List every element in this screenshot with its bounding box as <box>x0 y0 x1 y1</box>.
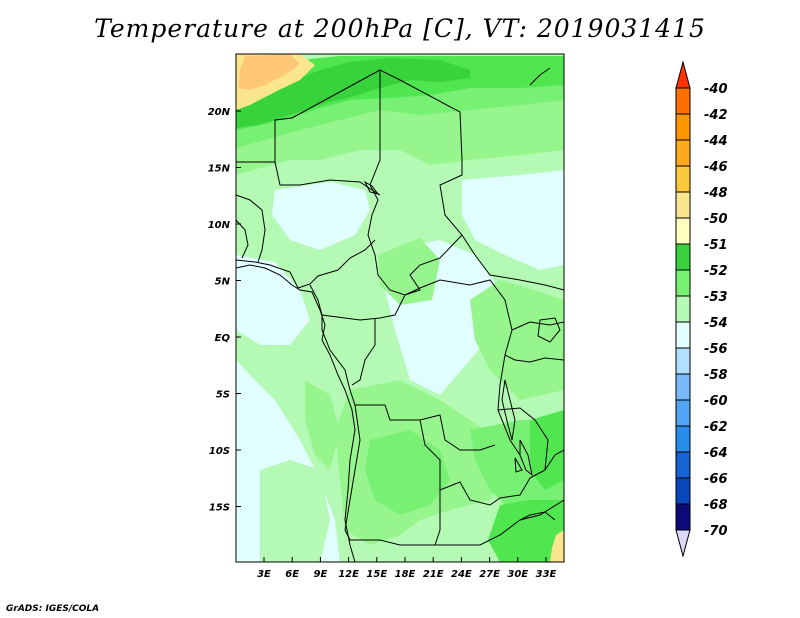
colorbar-label: -66 <box>704 472 728 487</box>
map-frame <box>235 53 565 563</box>
colorbar-swatch <box>675 295 691 323</box>
colorbar-swatch <box>675 269 691 297</box>
green-patch-west-coast <box>305 380 340 470</box>
colorbar-label: -70 <box>704 524 728 539</box>
colorbar: -40 -42 -44 -46 -48 -50 -51 -52 -53 -54 -56 -58 -60 -… <box>675 60 728 558</box>
colorbar-swatch <box>675 87 691 115</box>
colorbar-top-arrow <box>675 60 691 89</box>
lon-tick-label: 24E <box>451 569 472 580</box>
map-title: Temperature at 200hPa [C], VT: 201903141… <box>94 14 706 43</box>
lon-tick-label: 15E <box>366 569 387 580</box>
lon-tick-label: 6E <box>285 569 299 580</box>
colorbar-swatch <box>675 113 691 141</box>
lat-tick-label: 5S <box>216 390 230 401</box>
colorbar-swatch <box>675 321 691 349</box>
lon-tick-label: 30E <box>507 569 528 580</box>
green-patch-east <box>470 280 564 400</box>
green-patch-south <box>365 430 450 515</box>
pale-green-southwest <box>260 460 330 562</box>
colorbar-swatch <box>675 477 691 505</box>
colorbar-swatch <box>675 373 691 401</box>
lat-tick-label: EQ <box>215 333 231 344</box>
colorbar-label: -58 <box>704 368 728 383</box>
lon-tick-label: 18E <box>395 569 416 580</box>
colorbar-label: -44 <box>704 134 728 149</box>
dark-green-north <box>236 58 470 128</box>
colorbar-swatch <box>675 191 691 219</box>
map-area <box>236 54 564 562</box>
coastline <box>236 264 356 562</box>
colorbar-swatch <box>675 503 691 531</box>
country-borders <box>236 67 564 546</box>
colorbar-label: -54 <box>704 316 728 331</box>
lat-tick-label: 10N <box>208 220 231 231</box>
lat-tick-label: 5N <box>215 277 231 288</box>
colorbar-swatch <box>675 451 691 479</box>
lat-tick-label: 15S <box>209 503 230 514</box>
colorbar-label: -52 <box>704 264 728 279</box>
colorbar-swatch <box>675 139 691 167</box>
lat-tick-label: 10S <box>209 446 230 457</box>
colorbar-swatch <box>675 217 691 245</box>
cyan-region-north <box>272 182 370 250</box>
lat-tick-label: 20N <box>208 107 231 118</box>
colorbar-swatch <box>675 399 691 427</box>
lon-tick-label: 21E <box>423 569 444 580</box>
colorbar-label: -56 <box>704 342 728 357</box>
orange-patch-northwest <box>238 54 300 90</box>
colorbar-label: -50 <box>704 212 728 227</box>
colorbar-swatch <box>675 425 691 453</box>
grads-credit: GrADS: IGES/COLA <box>6 604 100 614</box>
lon-tick-label: 27E <box>479 569 500 580</box>
colorbar-label: -62 <box>704 420 728 435</box>
latitude-ticks: 20N 15N 10N 5N EQ 5S 10S 15S <box>208 107 241 514</box>
cyan-region-east <box>462 170 564 270</box>
colorbar-bottom-arrow <box>675 529 691 558</box>
colorbar-label: -40 <box>704 82 728 97</box>
colorbar-swatch <box>675 165 691 193</box>
lon-tick-label: 9E <box>314 569 328 580</box>
cyan-region-west <box>236 255 310 345</box>
colorbar-swatch <box>675 243 691 271</box>
lon-tick-label: 3E <box>257 569 271 580</box>
lon-tick-label: 33E <box>536 569 557 580</box>
colorbar-label: -48 <box>704 186 728 201</box>
colorbar-label: -46 <box>704 160 728 175</box>
east-african-lakes <box>363 180 561 477</box>
colorbar-label: -51 <box>704 238 728 253</box>
colorbar-label: -42 <box>704 108 728 123</box>
colorbar-label: -68 <box>704 498 728 513</box>
yellow-patch-southeast <box>550 530 564 562</box>
green-patch-central <box>378 238 440 305</box>
lat-tick-label: 15N <box>208 164 231 175</box>
lon-tick-label: 12E <box>338 569 359 580</box>
colorbar-label: -64 <box>704 446 728 461</box>
longitude-ticks: 3E 6E 9E 12E 15E 18E 21E 24E 27E 30E 33E <box>257 557 557 580</box>
dark-green-southeast <box>488 500 564 562</box>
colorbar-swatch <box>675 347 691 375</box>
colorbar-label: -53 <box>704 290 728 305</box>
colorbar-label: -60 <box>704 394 728 409</box>
